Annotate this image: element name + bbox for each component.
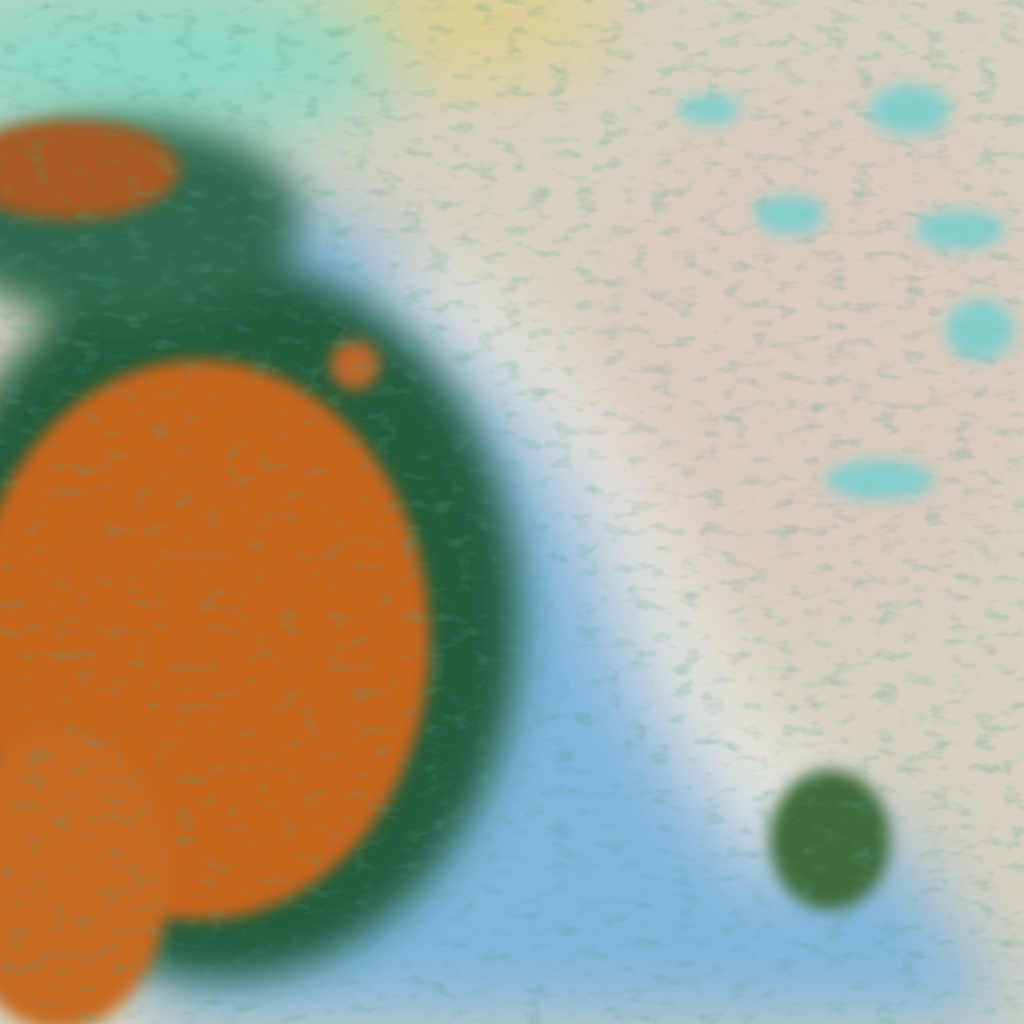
cyan-ice-patch bbox=[945, 300, 1015, 360]
cyan-ice-patch bbox=[915, 210, 1005, 250]
cyan-ice-patch bbox=[870, 85, 950, 135]
cyan-ice-patch bbox=[825, 460, 935, 500]
cyan-ice-patch bbox=[680, 95, 740, 125]
cyan-ice-patch bbox=[755, 195, 825, 235]
